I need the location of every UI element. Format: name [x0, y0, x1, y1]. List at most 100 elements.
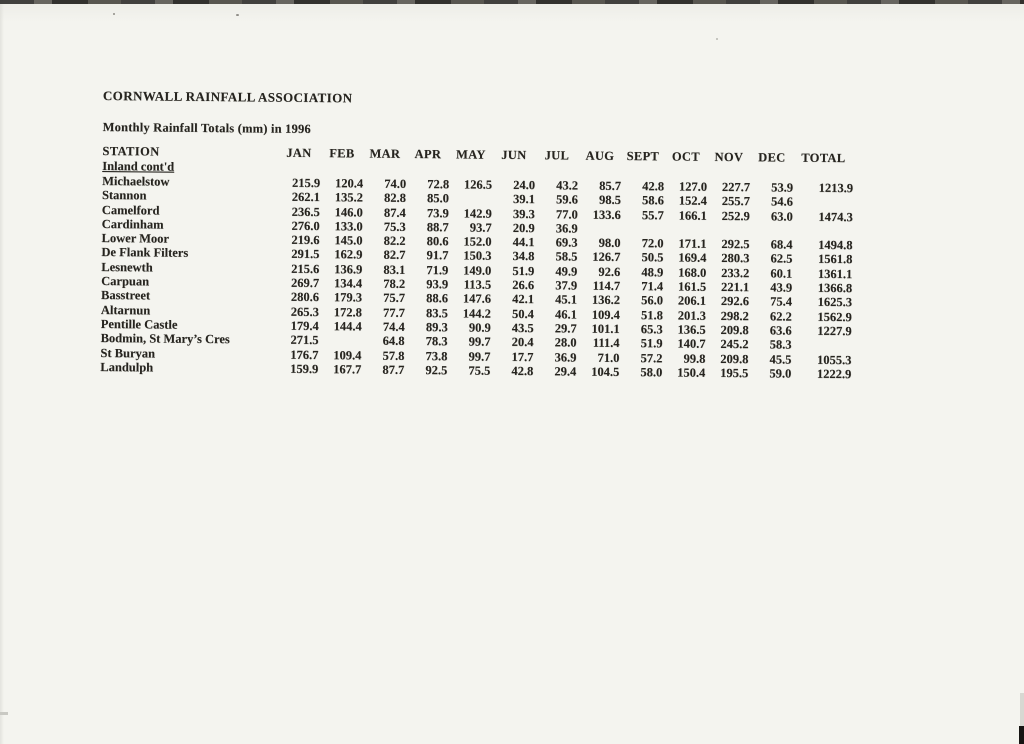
rainfall-value: 63.6 — [769, 323, 792, 338]
rainfall-value: 201.3 — [677, 308, 706, 323]
rainfall-value: 136.9 — [334, 262, 363, 277]
rainfall-value — [621, 222, 664, 237]
rainfall-value: 206.1 — [677, 293, 707, 309]
rainfall-value: 227.7 — [721, 179, 751, 195]
rainfall-value: 57.8 — [382, 348, 405, 363]
rainfall-value: 1625.3 — [817, 295, 853, 310]
rainfall-value: 72.0 — [641, 236, 664, 251]
rainfall-value: 1494.8 — [818, 238, 853, 253]
rainfall-value: 236.5 — [291, 204, 320, 219]
rainfall-value — [793, 195, 853, 210]
station-name: Camelford — [101, 202, 160, 218]
rainfall-value: 83.1 — [383, 262, 406, 277]
rainfall-value: 71.9 — [426, 262, 449, 278]
rainfall-value: 77.0 — [555, 206, 578, 222]
rainfall-value: 195.5 — [720, 365, 749, 381]
rainfall-value: 80.6 — [426, 234, 449, 249]
rainfall-value: 1227.9 — [817, 323, 852, 339]
rainfall-value: 221.1 — [720, 280, 750, 295]
scanner-edge-artifact-bottom-right — [1019, 726, 1024, 744]
rainfall-value: 109.4 — [333, 347, 362, 363]
rainfall-value: 45.5 — [769, 351, 792, 367]
rainfall-value: 98.0 — [598, 235, 621, 251]
rainfall-value: 134.4 — [333, 276, 363, 291]
rainfall-value: 65.3 — [640, 322, 663, 337]
column-header-nov: NOV — [714, 149, 744, 165]
rainfall-value: 126.5 — [463, 177, 493, 192]
rainfall-value: 1562.9 — [817, 309, 852, 324]
rainfall-value: 58.3 — [769, 337, 792, 352]
rainfall-value: 142.9 — [463, 206, 492, 221]
column-header-sept: SEPT — [626, 149, 660, 164]
rainfall-value: 20.4 — [511, 335, 534, 350]
rainfall-value: 298.2 — [720, 308, 749, 323]
rainfall-value: 280.3 — [721, 251, 750, 266]
rainfall-value: 1361.1 — [817, 266, 853, 281]
rainfall-value: 133.0 — [334, 219, 363, 234]
rainfall-value — [449, 192, 492, 207]
rainfall-value: 43.5 — [511, 320, 534, 336]
scan-speck — [113, 13, 115, 15]
station-name: Landulph — [100, 359, 154, 375]
column-header-dec: DEC — [758, 150, 786, 165]
rainfall-value: 1366.8 — [817, 280, 853, 296]
rainfall-value: 262.1 — [291, 190, 321, 205]
station-name: Stannon — [101, 188, 147, 203]
column-header-jun: JUN — [501, 147, 527, 163]
rainfall-value: 233.2 — [721, 265, 750, 280]
rainfall-value: 85.7 — [599, 178, 622, 193]
rainfall-value: 82.7 — [383, 248, 406, 263]
rainfall-value: 93.9 — [426, 277, 449, 292]
rainfall-value: 252.9 — [721, 208, 750, 223]
rainfall-value: 24.0 — [513, 177, 536, 193]
rainfall-value: 271.5 — [290, 333, 319, 348]
rainfall-value: 39.1 — [513, 192, 536, 207]
rainfall-value: 245.2 — [720, 337, 749, 352]
rainfall-value: 45.1 — [555, 292, 578, 307]
rainfall-value — [793, 224, 853, 239]
rainfall-value: 42.8 — [642, 179, 665, 194]
rainfall-value: 58.5 — [555, 249, 578, 265]
column-header-may: MAY — [456, 147, 486, 162]
rainfall-value: 75.7 — [383, 291, 406, 306]
rainfall-value: 146.0 — [334, 204, 363, 220]
rainfall-value: 135.2 — [334, 190, 364, 205]
station-name: Basstreet — [100, 288, 151, 303]
rainfall-value: 82.8 — [384, 191, 407, 206]
rainfall-value: 99.7 — [468, 334, 491, 349]
rainfall-value: 17.7 — [511, 349, 534, 364]
rainfall-value: 73.8 — [425, 348, 448, 363]
rainfall-value: 48.9 — [641, 264, 664, 280]
rainfall-value: 74.4 — [382, 319, 405, 334]
rainfall-value: 144.2 — [462, 306, 491, 321]
rainfall-value: 42.1 — [512, 292, 535, 307]
rainfall-value: 43.9 — [770, 280, 793, 295]
rainfall-value: 50.4 — [511, 306, 534, 321]
rainfall-value: 168.0 — [678, 265, 707, 280]
rainfall-value: 1222.9 — [816, 366, 852, 382]
rainfall-value: 20.9 — [512, 220, 535, 236]
rainfall-value: 55.7 — [641, 207, 664, 222]
rainfall-value: 179.4 — [290, 318, 319, 334]
rainfall-value: 53.9 — [771, 180, 794, 195]
rainfall-value: 150.4 — [677, 365, 706, 380]
rainfall-value: 1474.3 — [818, 209, 853, 224]
rainfall-value: 82.2 — [383, 233, 406, 249]
rainfall-value: 57.2 — [640, 350, 663, 365]
rainfall-value: 1055.3 — [816, 352, 852, 367]
rainfall-value: 36.9 — [555, 221, 578, 236]
rainfall-value: 51.9 — [512, 263, 535, 278]
rainfall-value: 88.7 — [426, 220, 449, 235]
rainfall-value: 133.6 — [592, 207, 621, 222]
rainfall-value: 78.2 — [383, 276, 406, 291]
rainfall-value: 29.4 — [554, 364, 577, 379]
rainfall-value: 73.9 — [426, 205, 449, 220]
rainfall-value: 42.8 — [511, 363, 534, 379]
rainfall-value: 292.5 — [721, 237, 750, 252]
column-header-mar: MAR — [369, 146, 401, 161]
rainfall-value: 114.7 — [592, 278, 621, 294]
rainfall-value: 291.5 — [291, 247, 320, 262]
rainfall-value: 89.3 — [425, 320, 448, 335]
rainfall-value: 1213.9 — [818, 180, 854, 196]
